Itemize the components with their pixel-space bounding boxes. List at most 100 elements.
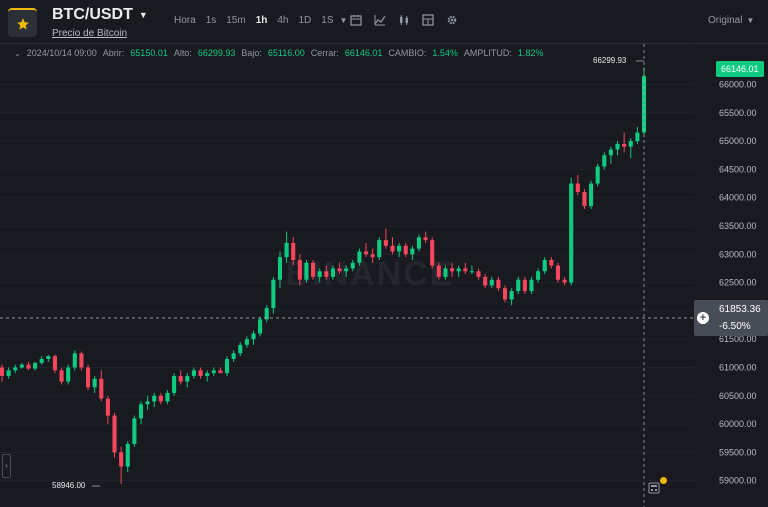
- candle-up[interactable]: [19, 364, 24, 368]
- candle-up[interactable]: [350, 262, 355, 269]
- candle-down[interactable]: [337, 268, 342, 272]
- candle-up[interactable]: [615, 143, 620, 150]
- layout-icon[interactable]: [422, 14, 434, 26]
- candle-down[interactable]: [436, 265, 441, 277]
- favorite-star-button[interactable]: [8, 8, 37, 37]
- candle-up[interactable]: [6, 370, 11, 376]
- candle-up[interactable]: [152, 395, 157, 402]
- add-alert-plus-icon[interactable]: +: [697, 312, 709, 324]
- candle-up[interactable]: [277, 257, 283, 280]
- candle-down[interactable]: [390, 245, 395, 252]
- candle-up[interactable]: [410, 248, 415, 255]
- candle-up[interactable]: [125, 443, 130, 467]
- candle-down[interactable]: [363, 251, 369, 255]
- candle-up[interactable]: [145, 401, 150, 405]
- timeframe-15m[interactable]: 15m: [226, 15, 246, 26]
- timeframe-1h[interactable]: 1h: [255, 15, 268, 26]
- candle-up[interactable]: [13, 367, 18, 371]
- candle-down[interactable]: [575, 183, 580, 193]
- candle-up[interactable]: [165, 392, 170, 402]
- candle-up[interactable]: [536, 271, 541, 280]
- candle-up[interactable]: [416, 237, 422, 249]
- candle-up[interactable]: [456, 268, 461, 272]
- candle-up[interactable]: [569, 183, 574, 283]
- candle-up[interactable]: [33, 362, 38, 369]
- candle-down[interactable]: [383, 240, 388, 246]
- candle-up[interactable]: [357, 251, 362, 263]
- candle-down[interactable]: [463, 268, 468, 272]
- candle-down[interactable]: [430, 240, 435, 266]
- candle-up[interactable]: [602, 155, 607, 167]
- timeframe-4h[interactable]: 4h: [277, 15, 289, 26]
- candle-up[interactable]: [542, 259, 547, 272]
- candle-down[interactable]: [26, 364, 31, 369]
- candle-up[interactable]: [224, 358, 230, 374]
- candle-up[interactable]: [304, 262, 309, 280]
- candle-down[interactable]: [112, 415, 117, 453]
- candle-down[interactable]: [99, 378, 104, 399]
- candle-up[interactable]: [251, 333, 256, 340]
- candle-up[interactable]: [330, 268, 335, 277]
- candle-up[interactable]: [628, 141, 633, 147]
- candle-up[interactable]: [66, 367, 71, 382]
- candle-down[interactable]: [483, 276, 488, 286]
- candle-up[interactable]: [469, 271, 474, 273]
- candle-up[interactable]: [509, 291, 514, 300]
- candle-up[interactable]: [397, 245, 402, 252]
- candle-down[interactable]: [522, 279, 527, 292]
- candle-up[interactable]: [244, 339, 249, 345]
- candle-up[interactable]: [317, 271, 322, 277]
- candle-up[interactable]: [39, 358, 44, 363]
- candle-down[interactable]: [403, 245, 408, 255]
- candle-down[interactable]: [496, 279, 501, 289]
- candle-up[interactable]: [172, 375, 177, 393]
- candle-up[interactable]: [258, 319, 263, 334]
- candle-up[interactable]: [271, 279, 276, 309]
- gear-icon[interactable]: [446, 14, 458, 26]
- candle-up[interactable]: [516, 279, 521, 292]
- candle-down[interactable]: [59, 370, 64, 382]
- candle-up[interactable]: [238, 344, 243, 354]
- timeframe-1s[interactable]: 1s: [205, 15, 217, 26]
- candle-down[interactable]: [0, 367, 5, 376]
- candle-down[interactable]: [324, 271, 329, 277]
- candle-down[interactable]: [370, 254, 375, 258]
- candle-up[interactable]: [588, 183, 594, 207]
- candle-down[interactable]: [158, 395, 163, 402]
- price-chart[interactable]: BINANCE 66000.00 65500.00 65000.00 64500.00…: [0, 44, 768, 507]
- candle-up[interactable]: [46, 356, 51, 359]
- candle-down[interactable]: [297, 259, 302, 280]
- candle-up[interactable]: [185, 375, 190, 382]
- candle-down[interactable]: [311, 262, 316, 277]
- candle-up[interactable]: [443, 268, 448, 277]
- candle-down[interactable]: [502, 288, 508, 300]
- candle-up[interactable]: [264, 308, 269, 320]
- calendar-icon[interactable]: [350, 14, 362, 26]
- candle-up[interactable]: [344, 268, 349, 272]
- candle-down[interactable]: [105, 398, 110, 416]
- candle-up[interactable]: [72, 353, 77, 368]
- candle-down[interactable]: [582, 192, 587, 207]
- candle-up[interactable]: [595, 166, 600, 184]
- candle-down[interactable]: [562, 279, 567, 283]
- timeframe-1w[interactable]: 1S: [321, 15, 334, 26]
- candle-down[interactable]: [79, 353, 84, 368]
- chevron-down-icon[interactable]: ⌄: [14, 48, 21, 58]
- candle-up[interactable]: [608, 149, 613, 156]
- candle-down[interactable]: [178, 375, 183, 382]
- indicators-icon[interactable]: [374, 14, 386, 26]
- sidebar-expand-handle[interactable]: ›: [2, 454, 11, 478]
- scale-mode-dropdown[interactable]: Original ▼: [708, 15, 754, 26]
- candle-up[interactable]: [211, 370, 216, 374]
- candle-down[interactable]: [555, 265, 561, 280]
- timeframe-1d[interactable]: 1D: [298, 15, 312, 26]
- pair-selector[interactable]: BTC/USDT ▼: [52, 6, 148, 24]
- candle-up[interactable]: [132, 418, 137, 444]
- candle-down[interactable]: [85, 367, 91, 388]
- candle-down[interactable]: [52, 356, 58, 371]
- candle-up[interactable]: [635, 132, 640, 142]
- candle-down[interactable]: [198, 370, 203, 376]
- timeframe-more-chevron-icon[interactable]: ▼: [339, 16, 348, 25]
- timeframe-hora[interactable]: Hora: [174, 15, 196, 26]
- candle-up[interactable]: [191, 370, 196, 376]
